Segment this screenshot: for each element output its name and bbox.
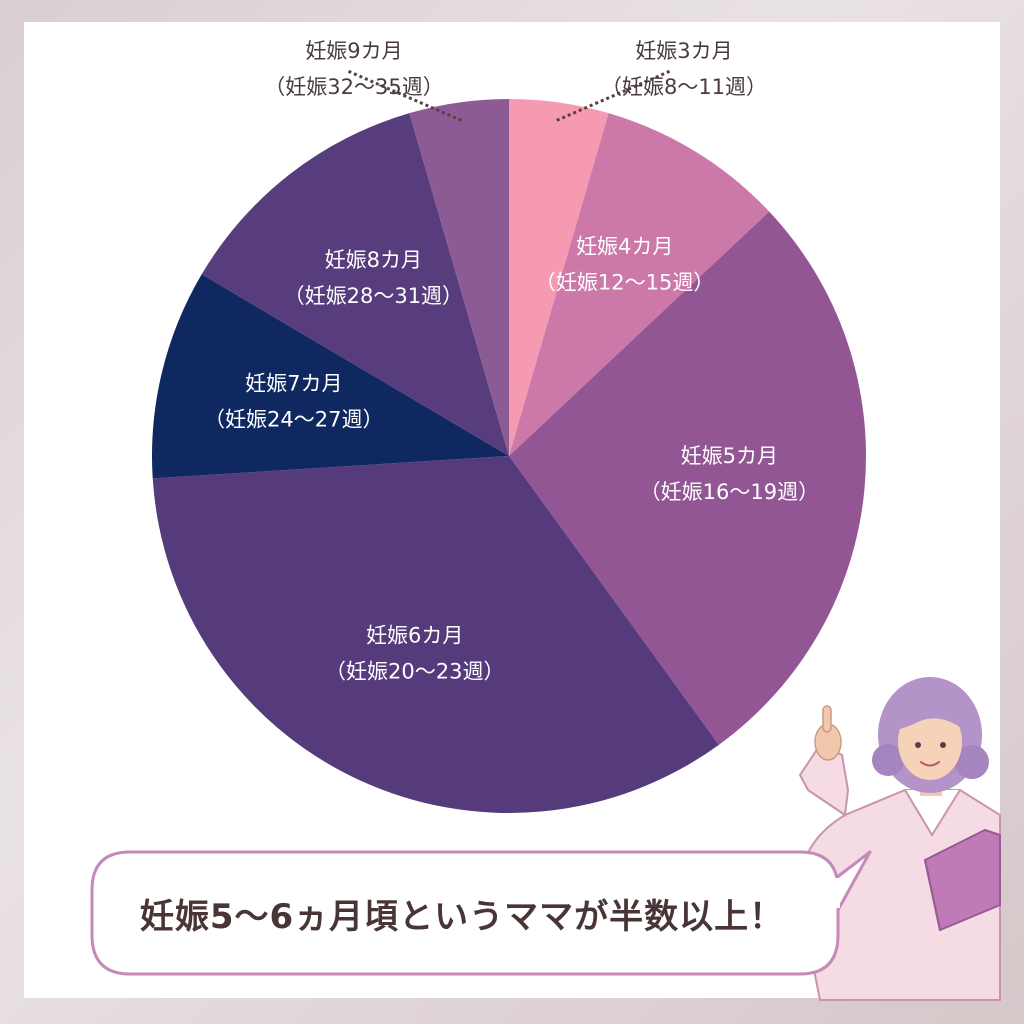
slice-sublabel-3: （妊娠16〜19週） bbox=[640, 480, 819, 504]
pie-slice-7 bbox=[409, 99, 509, 456]
leader-lines bbox=[346, 69, 672, 122]
callout-text: 妊娠5〜6ヵ月頃というママが半数以上！ bbox=[140, 897, 784, 937]
leader-line-7 bbox=[346, 69, 462, 122]
slice-labels: 妊娠3カ月 （妊娠8〜11週） 妊娠4カ月 （妊娠12〜15週） 妊娠5カ月 （妊娠16〜… bbox=[204, 39, 819, 683]
pie-slice-2 bbox=[509, 113, 770, 456]
callout-bubble: 妊娠5〜6ヵ月頃というママが半数以上！ bbox=[90, 850, 872, 976]
slice-sublabel-2: （妊娠12〜15週） bbox=[535, 270, 714, 294]
slice-sublabel-1: （妊娠8〜11週） bbox=[601, 75, 767, 99]
slice-label-7: 妊娠9カ月 bbox=[305, 39, 402, 63]
pie-slice-1 bbox=[509, 99, 609, 456]
pie-slice-6 bbox=[201, 113, 510, 456]
slice-sublabel-6: （妊娠28〜31週） bbox=[284, 284, 463, 308]
pie-slice-5 bbox=[152, 274, 509, 479]
doctor-woman-pointing-icon bbox=[798, 677, 1001, 1001]
pie-slice-3 bbox=[509, 211, 867, 745]
slice-label-4: 妊娠6カ月 bbox=[366, 623, 463, 647]
pie-slice-4 bbox=[152, 456, 719, 813]
slice-sublabel-5: （妊娠24〜27週） bbox=[204, 407, 383, 431]
leader-line-1 bbox=[556, 69, 672, 122]
slice-sublabel-4: （妊娠20〜23週） bbox=[325, 659, 504, 683]
slice-sublabel-7: （妊娠32〜35週） bbox=[264, 75, 443, 99]
slice-label-6: 妊娠8カ月 bbox=[325, 248, 422, 272]
slice-label-1: 妊娠3カ月 bbox=[635, 39, 732, 63]
slice-label-3: 妊娠5カ月 bbox=[681, 444, 778, 468]
slice-label-2: 妊娠4カ月 bbox=[576, 234, 673, 258]
slice-label-5: 妊娠7カ月 bbox=[245, 371, 342, 395]
pie-chart bbox=[152, 99, 867, 813]
